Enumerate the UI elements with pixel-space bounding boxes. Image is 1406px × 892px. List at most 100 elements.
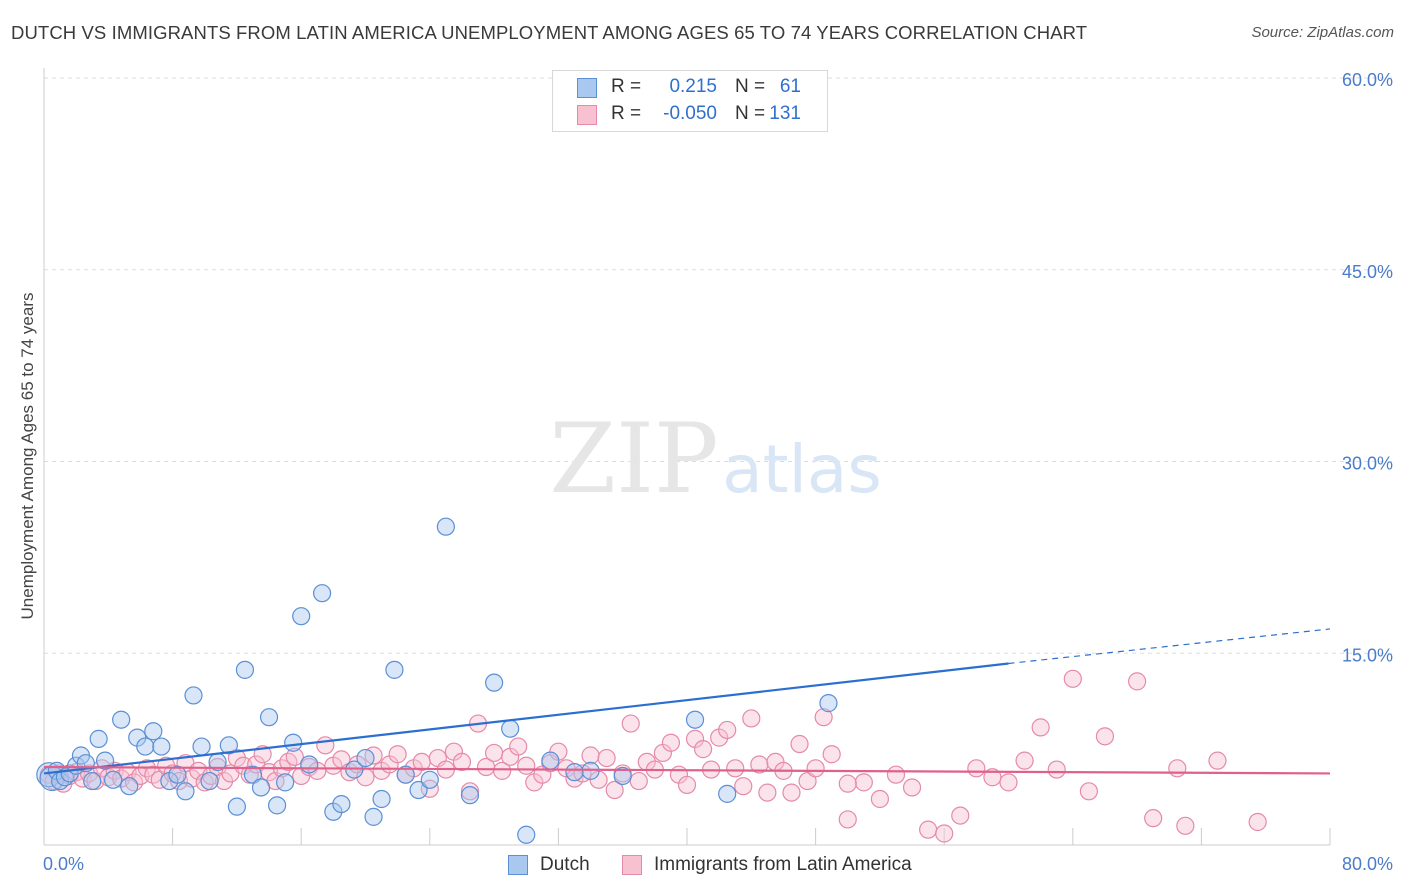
- dutch-point: [685, 710, 705, 729]
- latin-point: [1127, 672, 1147, 691]
- legend-swatch-latin: [622, 855, 642, 875]
- dutch-point: [300, 755, 319, 774]
- dutch-point: [436, 517, 455, 536]
- latin-point: [460, 782, 480, 801]
- latin-point: [951, 806, 970, 825]
- latin-point: [854, 773, 873, 792]
- legend-r-label: R =: [611, 103, 642, 124]
- watermark-zip: ZIPatlas: [549, 403, 881, 515]
- latin-point: [1248, 812, 1267, 832]
- dutch-point: [89, 729, 108, 748]
- latin-point: [509, 737, 528, 756]
- legend-n-value-dutch: 61: [779, 76, 801, 97]
- dutch-point: [112, 710, 131, 729]
- latin-trend-line: [43, 765, 1331, 775]
- latin-point: [1176, 816, 1195, 835]
- latin-point: [693, 740, 713, 759]
- latin-point: [677, 775, 697, 795]
- y-tick-label: 45.0%: [1342, 262, 1393, 282]
- dutch-point: [485, 673, 504, 692]
- latin-point: [1063, 669, 1082, 688]
- latin-point: [742, 709, 761, 728]
- latin-point: [1144, 809, 1163, 828]
- latin-point: [316, 736, 335, 755]
- dutch-point: [312, 584, 332, 603]
- dutch-point: [120, 777, 139, 796]
- dutch-point: [184, 686, 203, 705]
- dutch-point: [541, 751, 560, 770]
- dutch-point: [227, 797, 246, 816]
- dutch-point: [276, 773, 295, 792]
- y-tick-label: 60.0%: [1342, 70, 1393, 90]
- latin-point: [1031, 718, 1050, 737]
- latin-point: [718, 720, 737, 740]
- dutch-point: [136, 737, 155, 756]
- series-legend: Dutch Immigrants from Latin America: [0, 852, 1406, 878]
- dutch-point: [284, 733, 303, 752]
- latin-point: [822, 745, 841, 764]
- latin-point: [285, 747, 304, 766]
- dutch-point: [259, 708, 279, 727]
- legend-swatch-dutch: [577, 78, 597, 98]
- dutch-point: [192, 737, 211, 756]
- legend-row-latin: R = -0.050 N = 131: [553, 101, 827, 127]
- latin-point: [838, 774, 857, 793]
- latin-point: [1208, 751, 1227, 770]
- dutch-point: [243, 765, 263, 784]
- dutch-point: [83, 771, 102, 791]
- legend-item-dutch[interactable]: Dutch: [508, 852, 590, 878]
- latin-point: [661, 733, 681, 752]
- latin-point: [621, 714, 640, 733]
- dutch-point: [565, 763, 584, 782]
- legend-swatch-latin: [577, 105, 597, 125]
- latin-point: [597, 748, 616, 768]
- latin-point: [758, 783, 777, 802]
- latin-point: [452, 752, 472, 772]
- y-tick-label: 15.0%: [1342, 645, 1393, 665]
- latin-point: [517, 756, 536, 775]
- dutch-point: [517, 825, 536, 844]
- latin-point: [388, 745, 407, 764]
- dutch-point: [152, 737, 171, 756]
- latin-point: [1015, 751, 1034, 770]
- x-tick-label: 80.0%: [1342, 854, 1393, 874]
- trend-lines: [43, 628, 1331, 775]
- chart-title: DUTCH VS IMMIGRANTS FROM LATIN AMERICA U…: [11, 22, 1088, 43]
- legend-n-label: N =: [735, 103, 766, 124]
- dutch-point: [267, 796, 287, 815]
- latin-point: [967, 759, 986, 778]
- dutch-point: [219, 736, 238, 755]
- dutch-point: [460, 786, 480, 805]
- legend-item-latin[interactable]: Immigrants from Latin America: [622, 852, 912, 878]
- dutch-point: [364, 807, 383, 826]
- legend-row-dutch: R = 0.215 N = 61: [553, 74, 827, 100]
- latin-point: [902, 778, 922, 797]
- latin-point: [1047, 760, 1066, 779]
- latin-point: [493, 761, 512, 780]
- dutch-point: [200, 771, 219, 791]
- dutch-point: [385, 660, 404, 679]
- legend-swatch-dutch: [508, 855, 528, 875]
- latin-point: [999, 773, 1018, 792]
- correlation-legend: R = 0.215 N = 61 R = -0.050 N = 131: [552, 70, 828, 132]
- latin-point: [886, 765, 906, 784]
- legend-n-label: N =: [735, 76, 766, 97]
- dutch-point: [420, 770, 439, 789]
- dutch-point: [292, 607, 311, 626]
- dutch-point: [613, 766, 632, 786]
- legend-label-latin: Immigrants from Latin America: [654, 854, 912, 875]
- latin-point: [1168, 759, 1187, 778]
- gridlines: [44, 77, 1392, 654]
- latin-point: [935, 824, 954, 843]
- latin-point: [870, 789, 890, 809]
- dutch-point: [104, 770, 123, 789]
- dutch-trend-extension: [1008, 628, 1331, 665]
- latin-point: [983, 768, 1002, 787]
- latin-point: [629, 771, 648, 791]
- dutch-point: [332, 794, 351, 814]
- dutch-point: [251, 778, 271, 797]
- latin-point: [782, 783, 801, 802]
- dutch-point: [372, 789, 391, 809]
- latin-point: [806, 759, 825, 778]
- latin-point: [1079, 782, 1098, 801]
